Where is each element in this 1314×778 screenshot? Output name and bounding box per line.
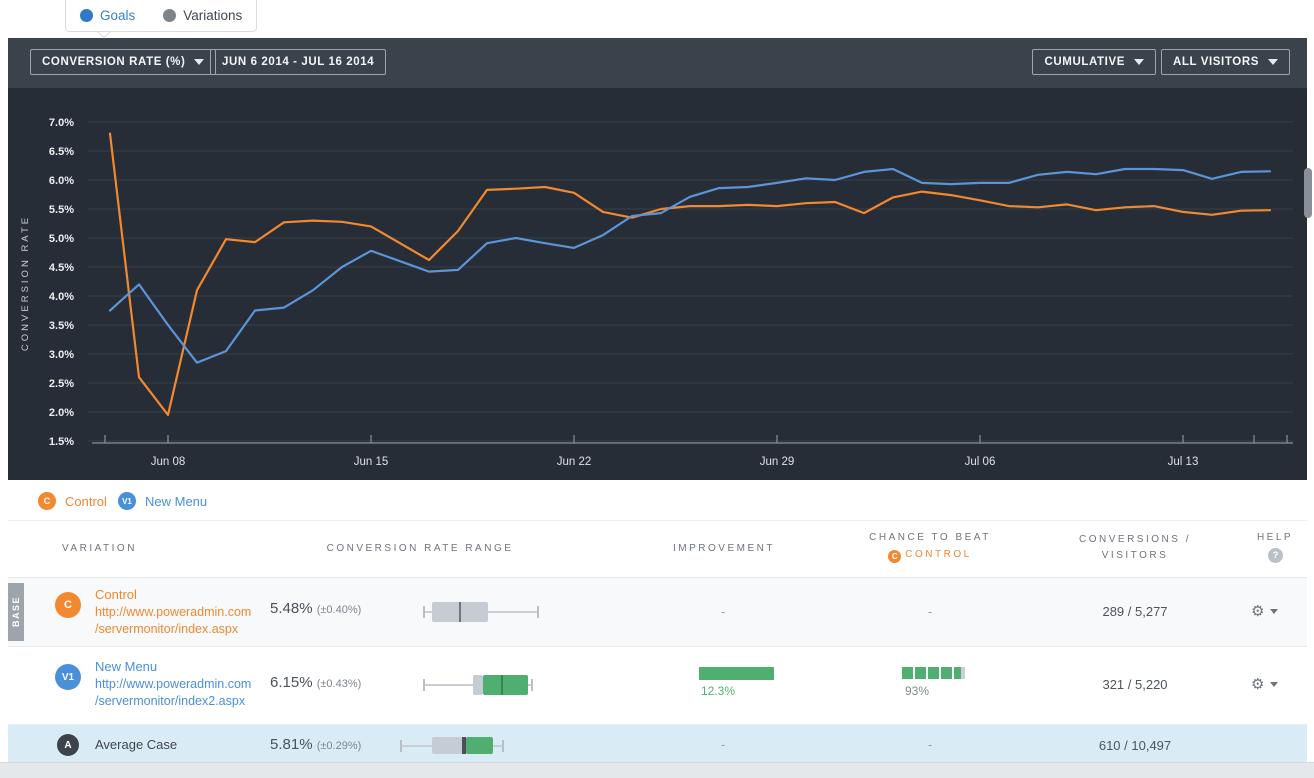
svg-text:Jun 29: Jun 29 bbox=[760, 456, 795, 468]
control-badge: C bbox=[55, 592, 81, 618]
tab-goals[interactable]: Goals bbox=[66, 8, 149, 23]
col-header-rate-range: CONVERSION RATE RANGE bbox=[326, 543, 514, 554]
rate-range-boxplot bbox=[423, 675, 535, 695]
report-panel: CONVERSION RATE (%) JUN 6 2014 - JUL 16 … bbox=[8, 38, 1307, 480]
svg-text:Jul 13: Jul 13 bbox=[1168, 456, 1199, 468]
control-badge: C bbox=[888, 550, 902, 563]
svg-text:1.5%: 1.5% bbox=[49, 436, 74, 448]
legend-control-label: Control bbox=[65, 493, 107, 509]
conversions-visitors-value: 289 / 5,277 bbox=[1102, 604, 1168, 619]
row-settings-button[interactable]: ⚙ bbox=[1251, 676, 1279, 693]
table-row-average-case: A Average Case 5.81% (±0.29%) - - 610 / … bbox=[8, 725, 1307, 766]
variation-name: Average Case bbox=[95, 737, 178, 752]
improvement-value: 12.3% bbox=[701, 684, 736, 698]
visitors-dropdown[interactable]: ALL VISITORS bbox=[1160, 49, 1290, 75]
chance-value: 93% bbox=[905, 684, 930, 698]
tab-goals-label: Goals bbox=[100, 7, 136, 23]
variations-dot-icon bbox=[163, 8, 177, 22]
improvement-value: - bbox=[720, 604, 726, 619]
conversion-rate-chart: 7.0% 6.5% 6.0% 5.5% 5.0% 4.5% 4.0% 3.5% 3.0% 2.5%… bbox=[8, 88, 1307, 480]
base-variation-tab: BASE bbox=[8, 583, 24, 641]
variation-url-line2[interactable]: /servermonitor/index.aspx bbox=[95, 622, 239, 636]
table-row-new-menu: V1 New Menu http://www.poweradmin.com /s… bbox=[8, 647, 1307, 725]
vertical-scrollbar-thumb[interactable] bbox=[1304, 168, 1312, 218]
col-header-improvement: IMPROVEMENT bbox=[673, 543, 775, 554]
svg-text:5.5%: 5.5% bbox=[49, 204, 74, 216]
date-range-button[interactable]: JUN 6 2014 - JUL 16 2014 bbox=[210, 49, 387, 75]
average-badge: A bbox=[57, 734, 79, 756]
rate-range-boxplot bbox=[400, 737, 504, 754]
chance-value: - bbox=[927, 737, 933, 752]
metric-dropdown[interactable]: CONVERSION RATE (%) bbox=[30, 49, 217, 75]
chevron-down-icon bbox=[1268, 59, 1278, 65]
table-header-row: VARIATION CONVERSION RATE RANGE IMPROVEM… bbox=[8, 521, 1307, 578]
y-axis-title: CONVERSION RATE bbox=[20, 215, 31, 351]
conversion-rate-value: 5.48% (±0.40%) bbox=[270, 600, 362, 617]
control-badge: C bbox=[38, 492, 56, 510]
top-strip: Goals Variations bbox=[0, 0, 1314, 39]
goals-variations-tabbar: Goals Variations bbox=[65, 0, 257, 32]
conversions-visitors-value: 610 / 10,497 bbox=[1098, 738, 1172, 753]
svg-text:5.0%: 5.0% bbox=[49, 233, 74, 245]
variations-table: VARIATION CONVERSION RATE RANGE IMPROVEM… bbox=[8, 521, 1307, 766]
chance-value: - bbox=[927, 604, 933, 619]
svg-text:4.5%: 4.5% bbox=[49, 262, 74, 274]
col-header-chance-line2: C CONTROL bbox=[860, 549, 1000, 563]
svg-text:2.0%: 2.0% bbox=[49, 407, 74, 419]
variation-url-line1[interactable]: http://www.poweradmin.com bbox=[95, 677, 252, 691]
table-row-control: BASE C Control http://www.poweradmin.com… bbox=[8, 578, 1307, 647]
chevron-down-icon bbox=[1270, 609, 1279, 614]
chance-to-beat-bar bbox=[902, 667, 965, 679]
col-header-conversions-line2: VISITORS bbox=[1101, 550, 1169, 561]
chevron-down-icon bbox=[1134, 59, 1144, 65]
svg-text:2.5%: 2.5% bbox=[49, 378, 74, 390]
svg-text:3.0%: 3.0% bbox=[49, 349, 74, 361]
variation1-badge: V1 bbox=[118, 492, 136, 510]
col-header-variation: VARIATION bbox=[62, 543, 137, 554]
svg-text:6.0%: 6.0% bbox=[49, 175, 74, 187]
legend-new-menu-label: New Menu bbox=[145, 493, 208, 509]
help-icon[interactable]: ? bbox=[1268, 548, 1283, 563]
row-settings-button[interactable]: ⚙ bbox=[1251, 603, 1279, 620]
svg-text:4.0%: 4.0% bbox=[49, 291, 74, 303]
variation-name[interactable]: New Menu bbox=[95, 659, 158, 674]
bottom-strip bbox=[0, 762, 1314, 778]
chevron-down-icon bbox=[1270, 682, 1279, 687]
chart-toolbar: CONVERSION RATE (%) JUN 6 2014 - JUL 16 … bbox=[8, 38, 1307, 88]
svg-text:6.5%: 6.5% bbox=[49, 146, 74, 158]
tab-variations-label: Variations bbox=[183, 7, 243, 23]
conversions-visitors-value: 321 / 5,220 bbox=[1102, 677, 1168, 692]
svg-text:Jun 08: Jun 08 bbox=[151, 456, 186, 468]
svg-text:Jun 15: Jun 15 bbox=[354, 456, 389, 468]
series-control bbox=[108, 132, 1272, 416]
tab-variations[interactable]: Variations bbox=[149, 8, 256, 23]
svg-text:3.5%: 3.5% bbox=[49, 320, 74, 332]
gear-icon: ⚙ bbox=[1251, 603, 1265, 620]
col-header-chance-line1: CHANCE TO BEAT bbox=[869, 532, 991, 543]
chevron-down-icon bbox=[194, 59, 205, 65]
cumulative-dropdown[interactable]: CUMULATIVE bbox=[1032, 49, 1156, 75]
col-header-conversions-line1: CONVERSIONS / bbox=[1079, 534, 1191, 545]
legend-item-control[interactable]: C Control bbox=[38, 492, 107, 510]
goals-dot-icon bbox=[80, 8, 93, 22]
svg-text:Jul 06: Jul 06 bbox=[965, 456, 996, 468]
col-header-help: HELP bbox=[1256, 532, 1294, 543]
svg-text:Jun 22: Jun 22 bbox=[557, 456, 592, 468]
rate-range-boxplot bbox=[423, 602, 541, 622]
improvement-bar bbox=[699, 667, 774, 680]
gear-icon: ⚙ bbox=[1251, 676, 1265, 693]
series-new-menu bbox=[108, 167, 1272, 364]
svg-text:7.0%: 7.0% bbox=[49, 117, 74, 129]
variation-name[interactable]: Control bbox=[95, 587, 137, 602]
variation-url-line2[interactable]: /servermonitor/index2.aspx bbox=[95, 694, 246, 708]
variation-url-line1[interactable]: http://www.poweradmin.com bbox=[95, 605, 252, 619]
conversion-rate-value: 6.15% (±0.43%) bbox=[270, 674, 362, 691]
conversion-rate-value: 5.81% (±0.29%) bbox=[270, 736, 362, 753]
chart-legend: C Control V1 New Menu bbox=[8, 480, 1307, 521]
legend-item-new-menu[interactable]: V1 New Menu bbox=[118, 492, 207, 510]
variation1-badge: V1 bbox=[55, 664, 81, 690]
improvement-value: - bbox=[720, 737, 726, 752]
